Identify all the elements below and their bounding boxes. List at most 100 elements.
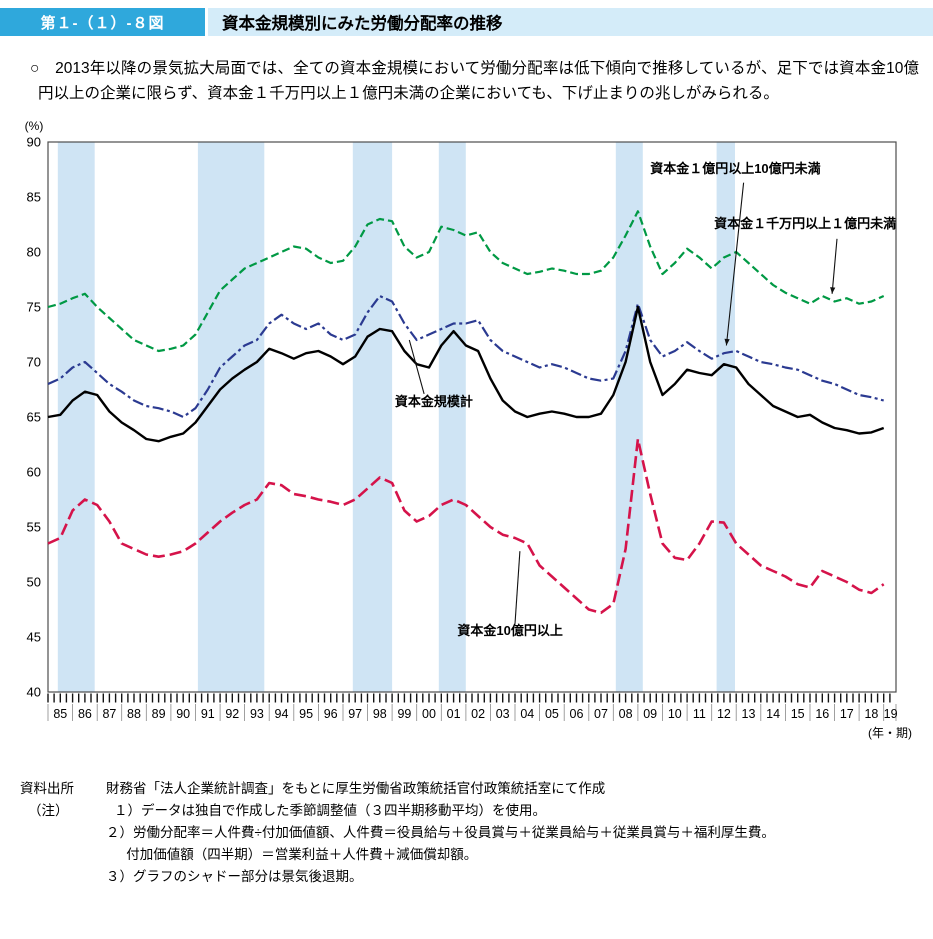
y-axis-labels: 40 45 50 55 60 65 70 75 80 85 90 [27,135,41,700]
annotation-label: 資本金規模計 [395,394,473,409]
annotation-arrowhead [830,287,836,295]
recession-band [197,142,265,693]
x-year-label: 89 [152,707,166,721]
summary-bullet: ○ [30,60,56,77]
summary-paragraph: ○ 2013年以降の景気拡大局面では、全ての資本金規模において労働分配率は低下傾… [30,56,919,106]
note-2: ２）労働分配率＝人件費÷付加価値額、人件費＝役員給与＋役員賞与＋従業員給与＋従業… [106,824,775,840]
note-row-3: ３）グラフのシャドー部分は景気後退期。 [20,866,919,888]
x-year-label: 88 [127,707,141,721]
x-year-label: 86 [78,707,92,721]
note-row-2b: 付加価値額（四半期）＝営業利益＋人件費＋減価償却額。 [20,844,919,866]
figure-title: 資本金規模別にみた労働分配率の推移 [205,8,933,36]
note-3: ３）グラフのシャドー部分は景気後退期。 [106,868,363,884]
series-cap-over-1b [47,437,885,615]
y-tick-label: 65 [27,410,41,425]
x-year-label: 99 [397,707,411,721]
series-cap-100m-1b [47,295,884,419]
series-total [47,306,885,443]
y-tick-label: 90 [27,135,41,150]
note-row-1: （注） １）データは独自で作成した季節調整値（３四半期移動平均）を使用。 [20,800,919,822]
summary-text: 2013年以降の景気拡大局面では、全ての資本金規模において労働分配率は低下傾向で… [38,60,919,103]
x-year-label: 04 [520,707,534,721]
note-label-spacer-3 [20,866,106,888]
x-year-label: 18 [864,707,878,721]
labor-share-chart: (%) 40 45 50 55 60 65 70 75 80 85 90 85 86 87 88 89 90 91 9… [25,119,912,740]
annotation-leader [408,340,425,395]
y-tick-label: 40 [27,685,41,700]
annotation-label: 資本金10億円以上 [457,623,562,638]
recession-band [716,142,735,693]
footnotes: 資料出所 財務省「法人企業統計調査」をもとに厚生労働省政策統括官付政策統括室にて… [20,778,919,887]
series-lines [47,210,885,615]
x-year-label: 16 [815,707,829,721]
x-year-label: 19 [884,707,898,721]
y-tick-label: 80 [27,245,41,260]
recession-band [57,142,95,693]
quarter-ticks [47,693,891,703]
note-2-continued: 付加価値額（四半期）＝営業利益＋人件費＋減価償却額。 [126,846,478,862]
recession-band [438,142,466,693]
x-year-label: 12 [717,707,731,721]
x-year-labels: 85 86 87 88 89 90 91 92 93 94 95 96 97 98 99 00 01 02 03 04… [53,707,897,721]
annotation-arrowhead [724,339,730,346]
figure-page: 第１-（１）-８図 資本金規模別にみた労働分配率の推移 ○ 2013年以降の景気… [0,8,933,888]
x-year-label: 09 [643,707,657,721]
x-year-label: 06 [570,707,584,721]
y-tick-label: 85 [27,190,41,205]
x-year-label: 93 [250,707,264,721]
note-1: １）データは独自で作成した季節調整値（３四半期移動平均）を使用。 [114,803,546,819]
y-tick-label: 45 [27,630,41,645]
x-year-label: 98 [373,707,387,721]
x-year-label: 10 [668,707,682,721]
x-year-label: 11 [693,707,706,721]
x-year-label: 05 [545,707,559,721]
note-label: （注） [28,803,69,819]
source-label: 資料出所 [20,781,74,797]
annotation-label: 資本金１億円以上10億円未満 [650,161,820,176]
x-year-label: 08 [619,707,633,721]
note-label-spacer-2 [20,844,106,866]
y-tick-label: 50 [27,575,41,590]
y-axis-unit: (%) [25,119,44,133]
x-year-label: 03 [496,707,510,721]
recession-bands [57,142,735,693]
recession-band [352,142,393,693]
source-row: 資料出所 財務省「法人企業統計調査」をもとに厚生労働省政策統括官付政策統括室にて… [20,778,919,800]
source-text: 財務省「法人企業統計調査」をもとに厚生労働省政策統括官付政策統括室にて作成 [106,781,606,797]
annotation-leader [514,551,521,625]
y-tick-label: 70 [27,355,41,370]
x-year-label: 17 [840,707,854,721]
chart-area: (%) 40 45 50 55 60 65 70 75 80 85 90 85 86 87 88 89 90 91 9… [12,118,933,748]
x-axis-unit: (年・期) [868,726,912,740]
x-year-label: 13 [742,707,756,721]
x-year-label: 01 [447,707,461,721]
x-year-label: 96 [324,707,338,721]
series-cap-10m-100m [47,210,885,353]
annotation-label: 資本金１千万円以上１億円未満 [714,216,896,231]
x-year-label: 07 [594,707,608,721]
y-tick-label: 55 [27,520,41,535]
x-year-label: 02 [471,707,485,721]
x-year-label: 91 [201,707,215,721]
x-year-label: 14 [766,707,780,721]
note-row-2: ２）労働分配率＝人件費÷付加価値額、人件費＝役員給与＋役員賞与＋従業員給与＋従業… [20,822,919,844]
note-label-spacer-1 [20,822,106,844]
x-year-label: 85 [53,707,67,721]
figure-number-badge: 第１-（１）-８図 [0,8,205,36]
x-year-label: 92 [225,707,239,721]
x-year-label: 00 [422,707,436,721]
x-year-label: 94 [275,707,289,721]
x-year-label: 87 [102,707,116,721]
annotation-leader [831,238,838,295]
x-year-label: 95 [299,707,313,721]
x-year-label: 97 [348,707,362,721]
y-tick-label: 75 [27,300,41,315]
annotation-leader [725,182,745,346]
year-separators [47,704,897,722]
x-year-label: 15 [791,707,805,721]
y-tick-label: 60 [27,465,41,480]
figure-header: 第１-（１）-８図 資本金規模別にみた労働分配率の推移 [0,8,933,36]
x-year-label: 90 [176,707,190,721]
annotations: 資本金１億円以上10億円未満資本金１千万円以上１億円未満資本金規模計資本金10億… [395,161,896,638]
recession-band [615,142,643,693]
